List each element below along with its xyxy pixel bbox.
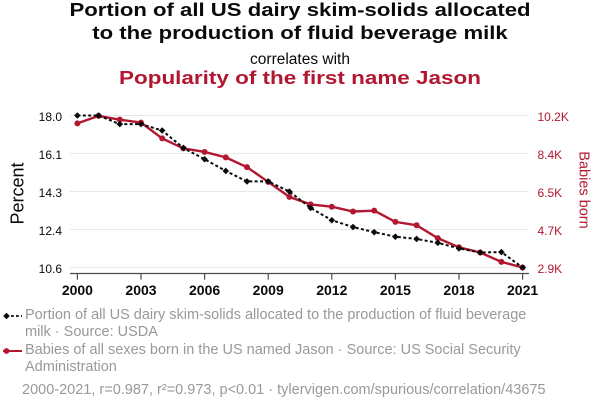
legend-dairy-line-1: Portion of all US dairy skim-solids allo… bbox=[25, 306, 527, 323]
left-tick-label: 12.4 bbox=[39, 224, 63, 238]
jason-point-marker bbox=[328, 203, 335, 210]
right-tick-label: 6.5K bbox=[538, 186, 563, 200]
left-tick-label: 10.6 bbox=[39, 262, 63, 276]
legend-jason-line-1: Babies of all sexes born in the US named… bbox=[25, 341, 521, 358]
right-tick-label: 8.4K bbox=[538, 148, 563, 162]
chart-title-line-2: to the production of fluid beverage milk bbox=[92, 22, 508, 43]
right-tick-label: 4.7K bbox=[538, 224, 563, 238]
jason-point-marker bbox=[371, 207, 378, 214]
x-tick-label: 2018 bbox=[443, 282, 474, 298]
dairy-point-marker bbox=[243, 178, 251, 185]
dairy-point-marker bbox=[137, 120, 145, 128]
dairy-point-marker bbox=[222, 167, 230, 175]
series-line-dairy bbox=[77, 114, 524, 269]
dairy-point-marker bbox=[498, 248, 505, 256]
correlates-with-text: correlates with bbox=[250, 51, 350, 68]
x-tick-label: 2015 bbox=[380, 282, 411, 298]
left-axis-title: Percent bbox=[7, 162, 27, 224]
jason-point-marker bbox=[350, 208, 356, 215]
x-tick-label: 2003 bbox=[125, 282, 156, 298]
dairy-point-marker bbox=[158, 127, 166, 134]
jason-point-marker bbox=[498, 258, 505, 265]
right-axis-title: Babies born bbox=[575, 151, 591, 228]
chart-title-line-1: Portion of all US dairy skim-solids allo… bbox=[69, 0, 531, 20]
jason-point-marker bbox=[392, 218, 399, 225]
jason-point-marker bbox=[413, 222, 420, 229]
dairy-point-marker bbox=[286, 188, 293, 195]
jason-point-marker bbox=[244, 164, 250, 171]
legend-item-jason: Babies of all sexes born in the US named… bbox=[0, 342, 596, 376]
dairy-point-marker bbox=[95, 112, 102, 119]
jason-point-marker bbox=[159, 135, 166, 142]
dairy-point-marker bbox=[455, 245, 463, 252]
dairy-point-marker bbox=[434, 239, 442, 247]
dairy-point-marker bbox=[74, 112, 81, 119]
x-tick-label: 2009 bbox=[253, 282, 284, 298]
right-tick-label: 2.9K bbox=[538, 262, 563, 276]
legend-dairy-line-2: milk · Source: USDA bbox=[25, 323, 158, 340]
dairy-point-marker bbox=[519, 264, 526, 271]
x-tick-label: 2000 bbox=[62, 282, 93, 298]
jason-point-marker bbox=[434, 235, 441, 242]
x-tick-label: 2006 bbox=[189, 282, 220, 298]
dairy-point-marker bbox=[413, 235, 420, 243]
jason-point-marker bbox=[201, 148, 208, 155]
legend-item-dairy: Portion of all US dairy skim-solids allo… bbox=[0, 307, 596, 341]
left-tick-label: 16.1 bbox=[39, 148, 63, 162]
x-tick-label: 2021 bbox=[507, 282, 538, 298]
jason-point-marker bbox=[74, 120, 81, 127]
dairy-point-marker bbox=[116, 120, 124, 128]
jason-point-marker bbox=[222, 154, 229, 161]
right-tick-label: 10.2K bbox=[538, 110, 569, 124]
dairy-point-marker bbox=[349, 223, 357, 231]
legend-jason-line-2: Administration bbox=[25, 358, 117, 375]
jason-point-marker bbox=[116, 116, 123, 123]
stats-footer: 2000-2021, r=0.987, r²=0.973, p<0.01 · t… bbox=[22, 382, 546, 398]
diamond-swatch bbox=[3, 312, 10, 319]
chart-subtitle: Popularity of the first name Jason bbox=[119, 67, 481, 88]
dairy-point-marker bbox=[328, 216, 336, 224]
legend: Portion of all US dairy skim-solids allo… bbox=[0, 307, 596, 377]
dairy-point-marker bbox=[476, 249, 484, 256]
circle-swatch bbox=[3, 347, 10, 354]
line-chart: 2000 2003 2006 2009 2012 2015 2018 2021 18.0 16.1… bbox=[7, 110, 591, 298]
left-tick-label: 14.3 bbox=[39, 186, 63, 200]
x-tick-label: 2012 bbox=[316, 282, 347, 298]
dairy-point-marker bbox=[370, 228, 378, 236]
dairy-point-marker bbox=[392, 233, 399, 240]
jason-point-marker bbox=[286, 193, 293, 200]
left-tick-label: 18.0 bbox=[39, 110, 63, 124]
red-circle-solid-marker-icon bbox=[3, 347, 22, 354]
dairy-point-marker bbox=[307, 204, 314, 212]
black-diamond-dashed-marker-icon bbox=[3, 312, 22, 319]
